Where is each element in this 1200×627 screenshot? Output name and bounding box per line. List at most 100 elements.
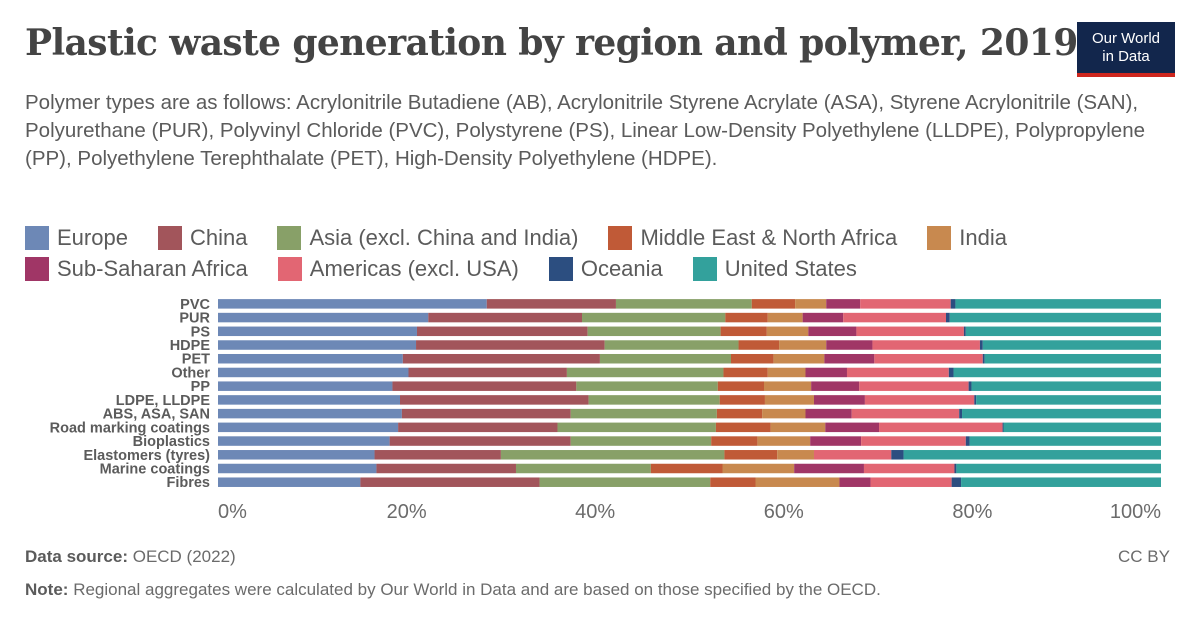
bar-segment-road-marking-coatings-middle-east-north-africa[interactable]	[715, 422, 771, 433]
bar-segment-marine-coatings-europe[interactable]	[218, 463, 377, 474]
legend-item-asia-excl-china-and-india[interactable]: Asia (excl. China and India)	[277, 225, 578, 251]
bar-segment-ldpe-lldpe-asia-excl-china-and-india[interactable]	[588, 395, 720, 405]
bar-segment-elastomers-tyres-europe[interactable]	[218, 450, 375, 460]
bar-segment-pur-americas-excl-usa[interactable]	[843, 312, 946, 323]
bar-segment-ldpe-lldpe-middle-east-north-africa[interactable]	[719, 395, 765, 405]
bar-segment-pur-asia-excl-china-and-india[interactable]	[582, 312, 726, 323]
bar-segment-pet-united-states[interactable]	[984, 353, 1161, 364]
bar-segment-marine-coatings-oceania[interactable]	[954, 463, 957, 474]
bar-segment-pur-europe[interactable]	[218, 312, 429, 323]
bar-segment-pur-india[interactable]	[767, 312, 803, 323]
bar-segment-hdpe-oceania[interactable]	[979, 340, 983, 350]
bar-segment-pur-china[interactable]	[428, 312, 582, 323]
bar-segment-ldpe-lldpe-europe[interactable]	[218, 395, 400, 405]
bar-segment-ldpe-lldpe-americas-excl-usa[interactable]	[864, 395, 975, 405]
bar-segment-abs-asa-san-sub-saharan-africa[interactable]	[805, 408, 852, 419]
bar-segment-pur-middle-east-north-africa[interactable]	[725, 312, 768, 323]
bar-segment-pvc-united-states[interactable]	[955, 299, 1161, 309]
bar-segment-other-oceania[interactable]	[948, 367, 954, 378]
bar-segment-abs-asa-san-united-states[interactable]	[962, 408, 1161, 419]
bar-segment-other-sub-saharan-africa[interactable]	[805, 367, 847, 378]
license-link[interactable]: CC BY	[1118, 547, 1170, 566]
bar-segment-pvc-china[interactable]	[486, 299, 616, 309]
bar-segment-bioplastics-middle-east-north-africa[interactable]	[711, 436, 758, 446]
bar-segment-pet-india[interactable]	[773, 353, 825, 364]
bar-segment-pp-middle-east-north-africa[interactable]	[717, 381, 764, 391]
legend-item-americas-excl-usa[interactable]: Americas (excl. USA)	[277, 256, 519, 282]
bar-segment-ps-sub-saharan-africa[interactable]	[808, 326, 857, 337]
bar-segment-ps-middle-east-north-africa[interactable]	[720, 326, 767, 337]
bar-segment-abs-asa-san-china[interactable]	[401, 408, 571, 419]
bar-segment-ps-americas-excl-usa[interactable]	[856, 326, 964, 337]
bar-segment-pvc-asia-excl-china-and-india[interactable]	[615, 299, 752, 309]
bar-segment-bioplastics-sub-saharan-africa[interactable]	[810, 436, 862, 446]
owid-logo[interactable]: Our World in Data	[1077, 22, 1175, 77]
bar-segment-pet-europe[interactable]	[218, 353, 403, 364]
legend-item-europe[interactable]: Europe	[25, 225, 128, 251]
bar-segment-hdpe-europe[interactable]	[218, 340, 417, 350]
bar-segment-pet-china[interactable]	[402, 353, 600, 364]
bar-segment-road-marking-coatings-oceania[interactable]	[1002, 422, 1004, 433]
data-source-text[interactable]: OECD (2022)	[132, 547, 236, 566]
bar-segment-other-asia-excl-china-and-india[interactable]	[566, 367, 724, 378]
bar-segment-abs-asa-san-europe[interactable]	[218, 408, 402, 419]
bar-segment-fibres-china[interactable]	[360, 477, 540, 487]
bar-segment-fibres-asia-excl-china-and-india[interactable]	[539, 477, 711, 487]
bar-segment-road-marking-coatings-sub-saharan-africa[interactable]	[825, 422, 880, 433]
bar-segment-abs-asa-san-india[interactable]	[762, 408, 806, 419]
bar-segment-bioplastics-asia-excl-china-and-india[interactable]	[570, 436, 712, 446]
bar-segment-hdpe-china[interactable]	[416, 340, 605, 350]
bar-segment-bioplastics-americas-excl-usa[interactable]	[861, 436, 966, 446]
bar-segment-ps-europe[interactable]	[218, 326, 417, 337]
bar-segment-ps-asia-excl-china-and-india[interactable]	[587, 326, 721, 337]
bar-segment-pvc-sub-saharan-africa[interactable]	[826, 299, 861, 309]
bar-segment-other-middle-east-north-africa[interactable]	[723, 367, 768, 378]
bar-segment-pvc-middle-east-north-africa[interactable]	[751, 299, 796, 309]
bar-segment-marine-coatings-asia-excl-china-and-india[interactable]	[515, 463, 651, 474]
bar-segment-elastomers-tyres-asia-excl-china-and-india[interactable]	[500, 450, 725, 460]
bar-segment-marine-coatings-americas-excl-usa[interactable]	[863, 463, 955, 474]
bar-segment-fibres-oceania[interactable]	[951, 477, 962, 487]
bar-segment-ldpe-lldpe-oceania[interactable]	[974, 395, 977, 405]
bar-segment-other-united-states[interactable]	[953, 367, 1161, 378]
bar-segment-pp-asia-excl-china-and-india[interactable]	[576, 381, 718, 391]
legend-item-united-states[interactable]: United States	[692, 256, 857, 282]
bar-segment-pp-united-states[interactable]	[971, 381, 1161, 391]
bar-segment-other-india[interactable]	[767, 367, 806, 378]
bar-segment-road-marking-coatings-united-states[interactable]	[1003, 422, 1161, 433]
bar-segment-pur-united-states[interactable]	[949, 312, 1161, 323]
bar-segment-fibres-india[interactable]	[755, 477, 840, 487]
bar-segment-pvc-india[interactable]	[795, 299, 827, 309]
bar-segment-hdpe-asia-excl-china-and-india[interactable]	[604, 340, 739, 350]
bar-segment-fibres-sub-saharan-africa[interactable]	[839, 477, 871, 487]
bar-segment-pvc-europe[interactable]	[218, 299, 487, 309]
bar-segment-ps-united-states[interactable]	[965, 326, 1161, 337]
bar-segment-other-americas-excl-usa[interactable]	[846, 367, 949, 378]
bar-segment-pp-china[interactable]	[392, 381, 577, 391]
bar-segment-abs-asa-san-asia-excl-china-and-india[interactable]	[570, 408, 717, 419]
legend-item-sub-saharan-africa[interactable]: Sub-Saharan Africa	[25, 256, 248, 282]
bar-segment-bioplastics-europe[interactable]	[218, 436, 390, 446]
bar-segment-elastomers-tyres-oceania[interactable]	[891, 450, 904, 460]
bar-segment-hdpe-americas-excl-usa[interactable]	[872, 340, 980, 350]
bar-segment-elastomers-tyres-united-states[interactable]	[903, 450, 1161, 460]
bar-segment-marine-coatings-sub-saharan-africa[interactable]	[794, 463, 864, 474]
bar-segment-ps-india[interactable]	[766, 326, 809, 337]
bar-segment-abs-asa-san-middle-east-north-africa[interactable]	[716, 408, 763, 419]
bar-segment-other-china[interactable]	[408, 367, 567, 378]
bar-segment-pp-americas-excl-usa[interactable]	[859, 381, 969, 391]
bar-segment-marine-coatings-united-states[interactable]	[956, 463, 1161, 474]
bar-segment-road-marking-coatings-india[interactable]	[770, 422, 826, 433]
bar-segment-marine-coatings-china[interactable]	[376, 463, 516, 474]
bar-segment-road-marking-coatings-china[interactable]	[398, 422, 558, 433]
bar-segment-fibres-europe[interactable]	[218, 477, 361, 487]
bar-segment-pvc-americas-excl-usa[interactable]	[860, 299, 951, 309]
bar-segment-pp-sub-saharan-africa[interactable]	[811, 381, 860, 391]
bar-segment-pet-americas-excl-usa[interactable]	[874, 353, 983, 364]
bar-segment-marine-coatings-middle-east-north-africa[interactable]	[650, 463, 723, 474]
bar-segment-hdpe-middle-east-north-africa[interactable]	[738, 340, 780, 350]
legend-item-middle-east-north-africa[interactable]: Middle East & North Africa	[608, 225, 897, 251]
bar-segment-elastomers-tyres-americas-excl-usa[interactable]	[813, 450, 892, 460]
bar-segment-road-marking-coatings-europe[interactable]	[218, 422, 399, 433]
bar-segment-pp-europe[interactable]	[218, 381, 393, 391]
